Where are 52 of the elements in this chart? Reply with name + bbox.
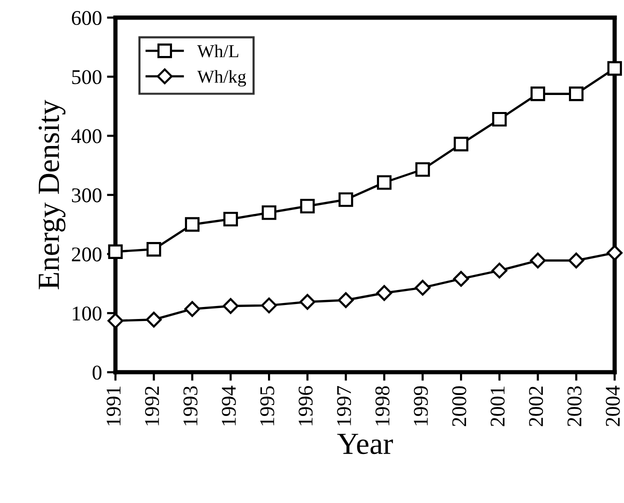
point (376, 175, 392, 190)
x-tick-label: 1995 (260, 386, 274, 426)
point (261, 298, 277, 314)
y-tick-label: 500 (72, 70, 102, 84)
point (338, 292, 354, 308)
point (300, 294, 316, 310)
point (376, 285, 392, 301)
point (222, 298, 239, 314)
x-tick-label: 1993 (183, 386, 198, 426)
point (108, 312, 124, 329)
point (338, 192, 354, 207)
x-tick-label: 2004 (606, 386, 620, 426)
point (415, 162, 430, 177)
point (223, 212, 238, 226)
x-tick-label: 2003 (567, 386, 582, 426)
x-tick-label: 1999 (414, 386, 428, 426)
x-tick-label: 1994 (222, 386, 236, 426)
x-tick-label: 2000 (452, 386, 466, 426)
point (414, 280, 431, 296)
point (454, 136, 468, 152)
legend-label: Wh/kg (197, 70, 246, 87)
x-tick-label: 1996 (298, 386, 313, 426)
y-tick-label: 200 (72, 247, 102, 262)
y-tick-label: 300 (72, 188, 102, 202)
point (568, 252, 584, 268)
legend-label: Wh/L (197, 44, 238, 58)
point (606, 244, 623, 261)
y-axis-title: Energy Density (38, 100, 66, 290)
y-tick-label: 0 (92, 366, 102, 380)
point (146, 242, 162, 257)
x-tick-label: 2002 (528, 386, 544, 426)
x-tick-label: 2001 (490, 386, 505, 426)
point (184, 217, 200, 232)
point (568, 86, 584, 102)
point (453, 270, 469, 287)
point (530, 86, 546, 102)
y-tick-label: 600 (72, 10, 102, 26)
x-tick-label: 1991 (106, 386, 121, 426)
x-tick-label: 1998 (375, 386, 390, 426)
point (184, 301, 200, 317)
point (492, 262, 508, 278)
point (492, 112, 507, 127)
point (146, 312, 162, 328)
point (262, 205, 276, 220)
x-tick-label: 1992 (145, 386, 160, 426)
point (300, 198, 315, 214)
point (530, 252, 546, 268)
x-tick-label: 1997 (337, 386, 352, 426)
x-axis-title: Year (337, 434, 393, 454)
point (607, 61, 622, 76)
y-tick-label: 400 (71, 129, 102, 144)
y-tick-label: 100 (72, 306, 102, 321)
